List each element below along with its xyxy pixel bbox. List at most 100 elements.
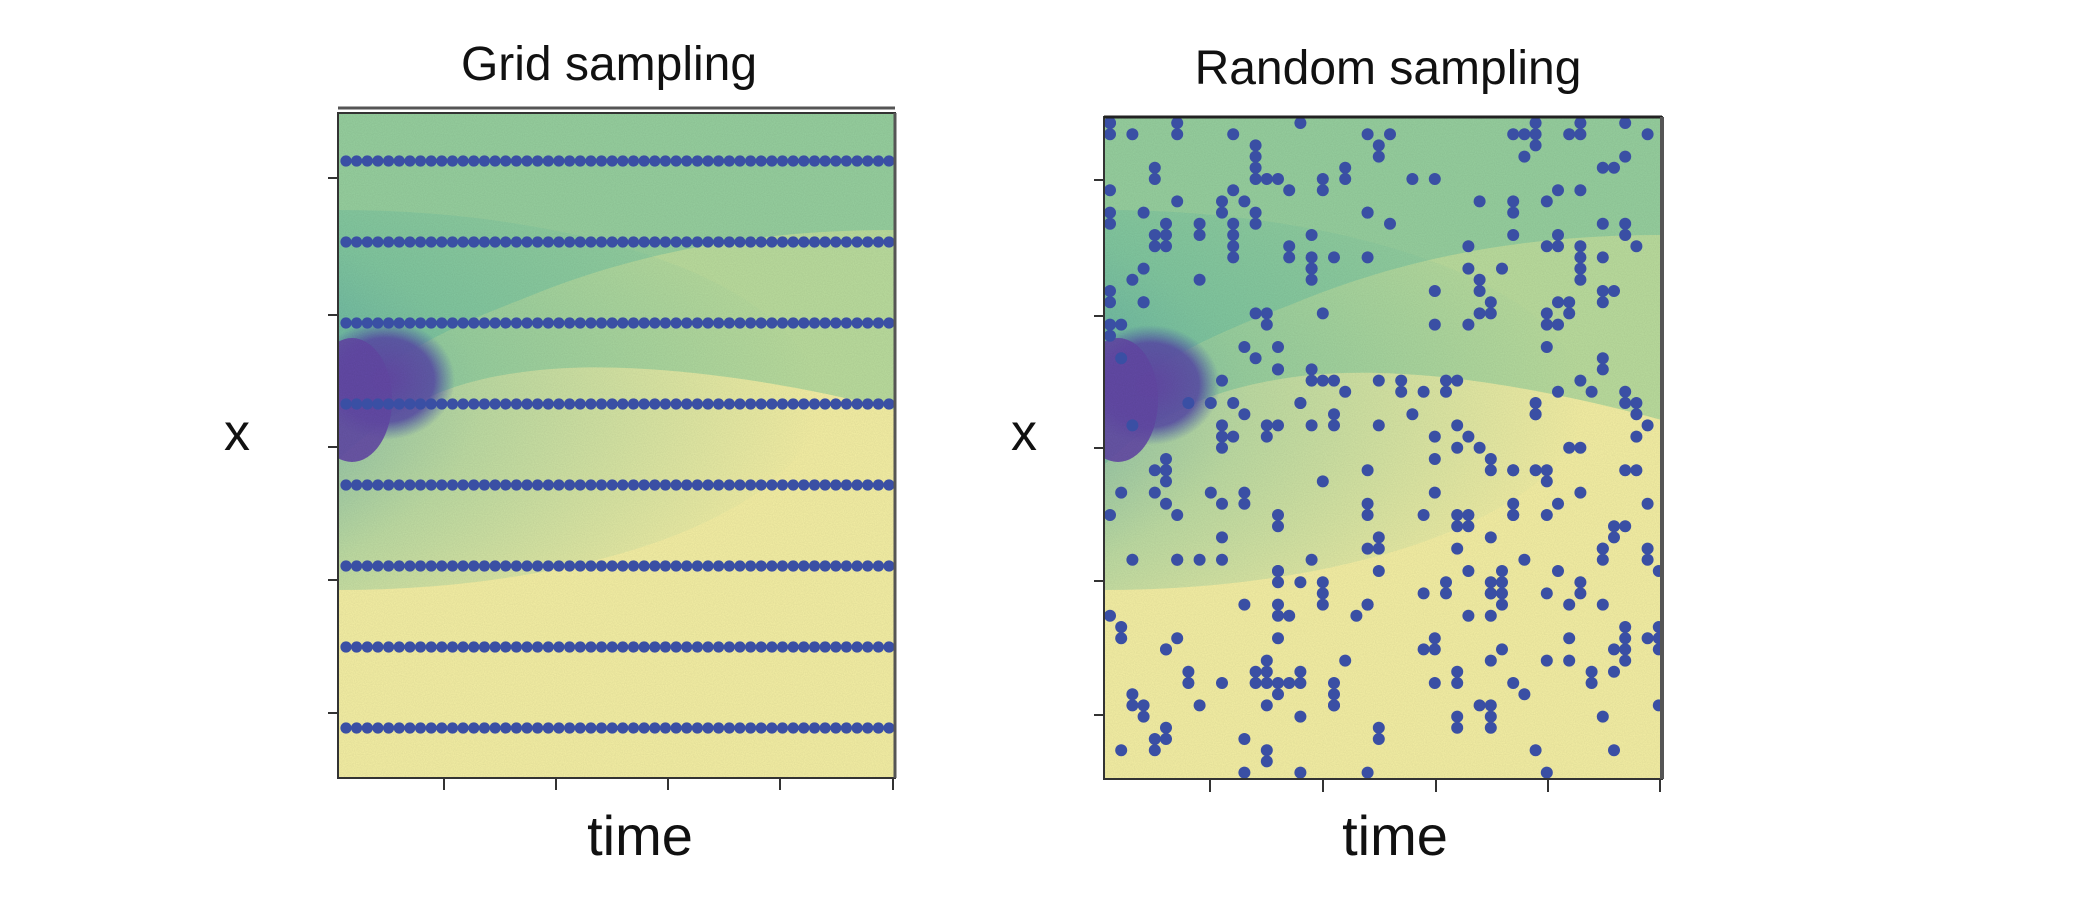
- sample-point: [776, 641, 789, 653]
- sample-point: [1540, 654, 1553, 667]
- sample-point: [776, 722, 789, 734]
- sample-point: [1428, 430, 1441, 443]
- sample-point: [638, 317, 650, 329]
- sample-point: [606, 722, 618, 734]
- sample-point: [670, 236, 682, 248]
- sample-point: [872, 479, 885, 491]
- sample-point: [1630, 397, 1643, 409]
- sample-point: [1619, 117, 1632, 129]
- sample-point: [1652, 621, 1662, 633]
- sample-point: [500, 398, 512, 410]
- sample-point: [1260, 654, 1273, 667]
- sample-point: [361, 155, 373, 167]
- sample-point: [606, 479, 618, 491]
- sample-point: [1619, 520, 1632, 533]
- sample-point: [808, 155, 821, 167]
- sample-point: [1462, 520, 1475, 533]
- sample-point: [1507, 497, 1520, 510]
- sample-point: [1328, 699, 1340, 712]
- sample-point: [1204, 486, 1217, 499]
- sample-point: [830, 641, 842, 653]
- sample-point: [425, 236, 437, 248]
- sample-point: [617, 722, 629, 734]
- sample-point: [840, 479, 853, 491]
- sample-point: [564, 479, 576, 491]
- sample-point: [1148, 733, 1161, 745]
- sample-point: [1619, 229, 1632, 241]
- sample-point: [1260, 755, 1273, 768]
- sample-point: [766, 722, 778, 734]
- y-axis-label: x: [1011, 404, 1037, 462]
- sample-point: [638, 722, 650, 734]
- sample-point: [1608, 643, 1620, 656]
- sample-point: [1585, 677, 1598, 689]
- sample-point: [617, 398, 629, 410]
- sample-point: [595, 155, 608, 167]
- sample-point: [1115, 632, 1128, 645]
- sample-point: [436, 317, 448, 329]
- sample-point: [649, 641, 661, 653]
- sample-point: [1417, 587, 1430, 600]
- sample-point: [670, 317, 682, 329]
- sample-point: [1552, 229, 1564, 241]
- sample-point: [1249, 150, 1262, 163]
- sample-point: [404, 236, 416, 248]
- sample-point: [393, 641, 405, 653]
- sample-point: [787, 560, 799, 572]
- sample-point: [627, 155, 640, 167]
- sample-point: [691, 722, 704, 734]
- sample-point: [1507, 677, 1520, 689]
- sample-point: [585, 560, 597, 572]
- sample-point: [1115, 621, 1128, 633]
- sample-point: [521, 317, 533, 329]
- sample-point: [1160, 643, 1172, 656]
- sample-point: [1350, 609, 1363, 622]
- sample-point: [1260, 699, 1273, 712]
- sample-point: [1305, 553, 1318, 566]
- sample-point: [713, 317, 725, 329]
- sample-point: [670, 560, 682, 572]
- sample-point: [564, 722, 576, 734]
- sample-point: [457, 155, 469, 167]
- sample-point: [755, 641, 767, 653]
- sample-point: [1496, 598, 1508, 611]
- sample-point: [468, 317, 480, 329]
- sample-point: [457, 317, 469, 329]
- sample-point: [393, 722, 405, 734]
- sample-point: [1484, 453, 1497, 465]
- sample-point: [1160, 464, 1172, 477]
- sample-point: [553, 155, 565, 167]
- sample-point: [1272, 609, 1284, 622]
- sample-point: [1272, 598, 1284, 611]
- heatmap-field: [338, 113, 895, 778]
- sample-point: [1574, 240, 1587, 253]
- sample-point: [1451, 374, 1464, 387]
- sample-point: [1440, 576, 1452, 589]
- sample-point: [1608, 665, 1620, 678]
- sample-point: [1216, 531, 1228, 544]
- sample-point: [766, 479, 778, 491]
- sample-point: [1260, 318, 1273, 331]
- sample-point: [1294, 766, 1307, 779]
- sample-point: [883, 560, 895, 572]
- sample-point: [1361, 598, 1374, 611]
- sample-point: [808, 398, 821, 410]
- sample-point: [745, 155, 757, 167]
- sample-point: [500, 479, 512, 491]
- sample-point: [1104, 329, 1116, 342]
- sample-point: [521, 641, 533, 653]
- sample-point: [766, 560, 778, 572]
- sample-point: [1451, 710, 1464, 723]
- sample-point: [1104, 217, 1116, 230]
- sample-point: [383, 236, 395, 248]
- sample-point: [436, 722, 448, 734]
- sample-point: [1148, 240, 1161, 253]
- sample-point: [1126, 553, 1139, 566]
- sample-point: [1182, 665, 1195, 678]
- sample-point: [1451, 721, 1464, 734]
- sample-point: [1574, 251, 1587, 264]
- sample-point: [1294, 117, 1307, 129]
- sample-point: [574, 398, 586, 410]
- sample-point: [1104, 206, 1116, 219]
- sample-point: [1473, 195, 1486, 208]
